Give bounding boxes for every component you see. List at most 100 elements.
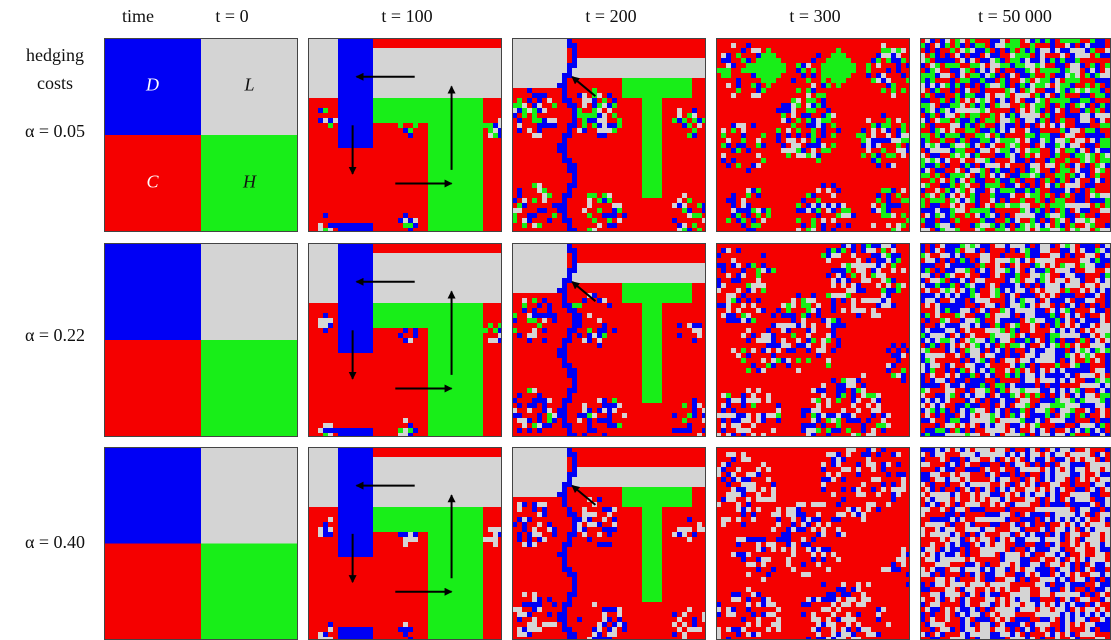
lattice-cell [836,148,841,153]
lattice-cell [791,168,796,173]
lattice-cell [602,203,607,208]
lattice-cell [343,58,348,63]
lattice-cell [537,83,542,88]
lattice-cell [483,128,488,133]
lattice-cell [353,88,358,93]
lattice-cell [527,208,532,213]
lattice-cell [488,163,493,168]
lattice-cell [612,63,617,68]
lattice-cell [622,113,627,118]
lattice-cell [796,68,801,73]
lattice-cell [970,43,975,48]
lattice-cell [861,63,866,68]
lattice-cell [771,48,776,53]
lattice-cell [323,73,328,78]
lattice-cell [552,168,557,173]
lattice-cell [856,138,861,143]
lattice-cell [940,68,945,73]
lattice-cell [637,163,642,168]
lattice-cell [313,143,318,148]
lattice-cell [677,63,682,68]
lattice-cell [527,148,532,153]
lattice-cell [1010,53,1015,58]
lattice-cell [488,193,493,198]
lattice-cell [527,203,532,208]
lattice-cell [493,103,498,108]
lattice-cell [657,108,662,113]
lattice-cell [891,183,896,188]
lattice-cell [463,168,468,173]
lattice-cell [567,53,572,58]
lattice-cell [771,223,776,228]
lattice-cell [443,148,448,153]
lattice-cell [806,103,811,108]
lattice-cell [776,68,781,73]
lattice-cell [478,108,483,113]
lattice-cell [891,48,896,53]
lattice-cell [338,58,343,63]
lattice-cell [642,48,647,53]
lattice-cell [692,128,697,133]
lattice-cell [448,78,453,83]
lattice-cell [826,143,831,148]
lattice-cell [378,93,383,98]
lattice-cell [901,183,906,188]
lattice-cell [647,218,652,223]
lattice-cell [901,63,906,68]
lattice-cell [746,73,751,78]
lattice-cell [891,138,896,143]
lattice-cell [542,108,547,113]
lattice-cell [567,168,572,173]
lattice-cell [463,158,468,163]
lattice-cell [483,58,488,63]
lattice-cell [672,188,677,193]
lattice-cell [537,53,542,58]
lattice-cell [532,123,537,128]
lattice-cell [627,43,632,48]
lattice-cell [1025,63,1030,68]
lattice-cell [881,123,886,128]
lattice-cell [647,173,652,178]
lattice-cell [771,173,776,178]
lattice-cell [771,98,776,103]
lattice-cell [532,103,537,108]
lattice-cell [1055,48,1060,53]
lattice-cell [657,203,662,208]
lattice-cell [1080,48,1085,53]
lattice-cell [841,128,846,133]
lattice-cell [483,93,488,98]
lattice-cell [647,143,652,148]
lattice-cell [816,148,821,153]
lattice-cell [323,43,328,48]
lattice-cell [945,48,950,53]
lattice-cell [1025,78,1030,83]
lattice-cell [647,53,652,58]
lattice-cell [378,153,383,158]
lattice-cell [597,128,602,133]
lattice-cell [592,53,597,58]
lattice-cell [328,168,333,173]
lattice-cell [806,73,811,78]
lattice-cell [896,158,901,163]
lattice-cell [443,58,448,63]
lattice-cell [358,183,363,188]
lattice-cell [806,223,811,228]
lattice-cell [567,68,572,73]
lattice-cell [413,188,418,193]
lattice-cell [438,143,443,148]
lattice-cell [682,208,687,213]
lattice-cell [756,113,761,118]
lattice-cell [443,48,448,53]
lattice-cell [796,198,801,203]
lattice-cell [438,48,443,53]
lattice-cell [841,108,846,113]
lattice-cell [637,208,642,213]
lattice-cell [806,193,811,198]
lattice-cell [473,63,478,68]
lattice-cell [816,88,821,93]
lattice-cell [766,173,771,178]
lattice-cell [438,73,443,78]
lattice-cell [607,203,612,208]
lattice-cell [483,173,488,178]
lattice-cell [1090,58,1095,63]
